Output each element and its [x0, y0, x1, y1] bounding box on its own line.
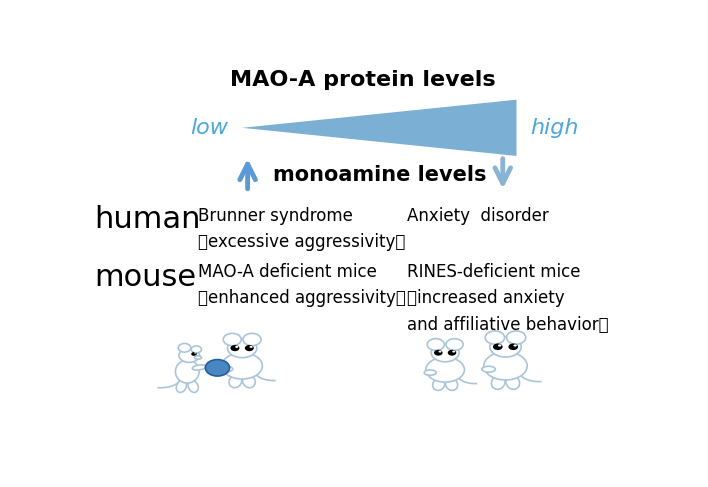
- Circle shape: [427, 338, 445, 350]
- Ellipse shape: [188, 380, 198, 393]
- Text: MAO-A deficient mice
（enhanced aggressivity）: MAO-A deficient mice （enhanced aggressiv…: [198, 263, 406, 307]
- Circle shape: [205, 359, 229, 376]
- Circle shape: [447, 350, 456, 356]
- Ellipse shape: [424, 370, 436, 375]
- Ellipse shape: [176, 380, 186, 393]
- Circle shape: [498, 344, 501, 347]
- Ellipse shape: [193, 365, 206, 370]
- Text: MAO-A protein levels: MAO-A protein levels: [230, 70, 496, 90]
- Ellipse shape: [433, 378, 445, 391]
- Ellipse shape: [482, 366, 496, 372]
- Ellipse shape: [229, 375, 241, 388]
- Circle shape: [485, 331, 505, 344]
- Circle shape: [245, 345, 254, 351]
- Ellipse shape: [195, 356, 202, 359]
- Ellipse shape: [484, 352, 527, 380]
- Circle shape: [191, 346, 202, 353]
- Ellipse shape: [506, 375, 520, 389]
- Text: Anxiety  disorder: Anxiety disorder: [406, 206, 549, 225]
- Circle shape: [235, 346, 239, 348]
- Ellipse shape: [220, 366, 233, 372]
- Circle shape: [191, 352, 197, 356]
- Text: mouse: mouse: [94, 263, 196, 292]
- Ellipse shape: [445, 378, 457, 391]
- Text: low: low: [190, 118, 229, 138]
- Ellipse shape: [227, 338, 257, 357]
- Circle shape: [446, 338, 463, 350]
- Ellipse shape: [426, 357, 464, 382]
- Text: monoamine levels: monoamine levels: [273, 165, 486, 185]
- Circle shape: [434, 350, 442, 356]
- Circle shape: [243, 333, 261, 346]
- Text: Brunner syndrome
（excessive aggressivity）: Brunner syndrome （excessive aggressivity…: [198, 206, 406, 251]
- Circle shape: [506, 331, 526, 344]
- Circle shape: [249, 346, 253, 348]
- Text: human: human: [94, 205, 200, 234]
- Circle shape: [452, 351, 455, 353]
- Circle shape: [230, 345, 239, 351]
- Ellipse shape: [179, 348, 200, 362]
- Ellipse shape: [222, 353, 263, 379]
- Text: high: high: [530, 118, 578, 138]
- Ellipse shape: [431, 344, 459, 362]
- Text: RINES-deficient mice
（increased anxiety
and affiliative behavior）: RINES-deficient mice （increased anxiety …: [406, 263, 608, 334]
- Circle shape: [178, 343, 191, 352]
- Ellipse shape: [243, 375, 256, 388]
- Circle shape: [223, 333, 241, 346]
- Circle shape: [508, 343, 518, 350]
- Ellipse shape: [176, 360, 199, 383]
- Circle shape: [438, 351, 442, 353]
- Polygon shape: [242, 100, 517, 156]
- Circle shape: [513, 344, 517, 347]
- Ellipse shape: [491, 375, 505, 389]
- Circle shape: [194, 352, 196, 354]
- Ellipse shape: [490, 337, 521, 357]
- Circle shape: [493, 343, 503, 350]
